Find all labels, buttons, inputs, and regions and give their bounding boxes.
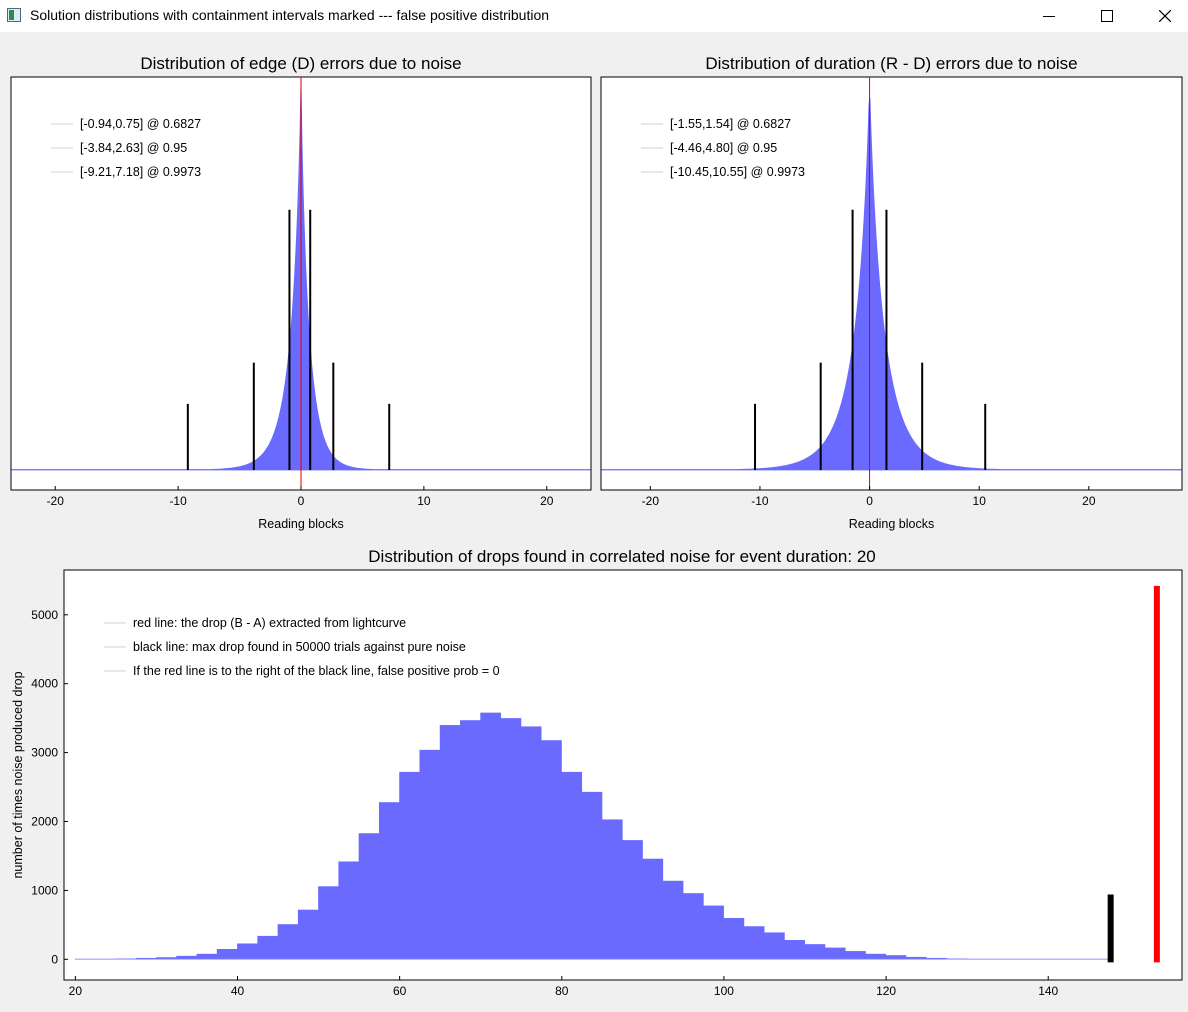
histogram-bar [358,833,380,960]
x-tick-label: 120 [876,984,896,998]
histogram-bar [622,840,643,960]
histogram-bar [318,886,339,960]
histogram-bar [662,880,684,960]
close-icon [1159,10,1171,22]
histogram-bar [561,771,583,960]
histogram-bar [520,726,542,960]
window-title: Solution distributions with containment … [30,7,550,23]
histogram-bar [500,718,522,960]
x-tick-label: -10 [169,494,187,508]
histogram-bar [297,909,319,960]
x-tick-label: 100 [714,984,734,998]
duration-error-chart: Distribution of duration (R - D) errors … [600,54,1183,531]
x-axis-label: Reading blocks [258,517,343,531]
maximize-icon [1101,10,1113,22]
histogram-bar [419,749,441,960]
legend-entry: red line: the drop (B - A) extracted fro… [133,616,406,630]
histogram-bar [216,948,238,960]
histogram-bar [905,956,927,960]
histogram-bar [176,955,197,960]
plots-area: Distribution of edge (D) errors due to n… [10,54,1183,998]
histogram-bar [885,955,907,960]
histogram-bar [784,940,806,960]
legend-entry: [-9.21,7.18] @ 0.9973 [80,165,201,179]
x-tick-label: 60 [393,984,407,998]
histogram-bar [541,740,562,960]
x-tick-label: 0 [298,494,305,508]
histogram-bar [156,957,177,960]
legend-entry: [-10.45,10.55] @ 0.9973 [670,165,805,179]
y-tick-label: 0 [51,952,58,966]
legend-entry: [-0.94,0.75] @ 0.6827 [80,117,201,131]
histogram-bar [824,947,846,960]
y-tick-label: 4000 [31,677,58,691]
y-tick-label: 1000 [31,883,58,897]
legend-entry: If the red line is to the right of the b… [133,664,500,678]
histogram-bar [581,791,603,960]
histogram-bar [196,953,218,960]
minimize-icon [1043,16,1055,17]
y-tick-label: 3000 [31,746,58,760]
x-tick-label: 10 [417,494,431,508]
histogram-bar [865,953,887,960]
histogram-bar [378,802,400,960]
chart-app-icon [7,8,21,22]
histogram-bar [338,861,360,960]
edge-error-chart: Distribution of edge (D) errors due to n… [10,54,592,531]
y-tick-label: 5000 [31,608,58,622]
histogram-bar [845,951,866,960]
x-axis-label: Reading blocks [849,517,934,531]
x-tick-label: -10 [751,494,769,508]
y-tick-label: 2000 [31,815,58,829]
histogram-bar [257,935,279,960]
histogram-bar [926,957,947,960]
histogram-bar [642,858,664,960]
legend-entry: [-1.55,1.54] @ 0.6827 [670,117,791,131]
chart-title: Distribution of drops found in correlate… [368,547,875,566]
x-tick-label: 20 [1082,494,1096,508]
x-tick-label: 0 [866,494,873,508]
histogram-bar [601,819,623,960]
x-tick-label: 40 [231,984,245,998]
histogram-bar [682,893,704,960]
chart-title: Distribution of edge (D) errors due to n… [140,54,461,73]
x-tick-label: -20 [47,494,65,508]
histogram-bar [135,957,157,960]
histogram-bar [723,917,745,960]
histogram-bar [439,725,461,960]
legend-entry: black line: max drop found in 50000 tria… [133,640,466,654]
x-tick-label: -20 [642,494,660,508]
close-button[interactable] [1136,0,1188,32]
x-tick-label: 20 [540,494,554,508]
minimize-button[interactable] [1020,0,1078,32]
histogram-bar [480,712,501,960]
histogram-bar [804,944,826,960]
histogram-bar [460,720,481,960]
false-positive-chart: Distribution of drops found in correlate… [11,547,1183,998]
histogram-bar [743,926,765,960]
maximize-button[interactable] [1078,0,1136,32]
x-tick-label: 140 [1038,984,1058,998]
x-tick-label: 20 [69,984,83,998]
histogram-bar [399,771,420,960]
error-histogram [601,98,1182,471]
histogram-bar [764,932,785,960]
title-bar: Solution distributions with containment … [0,0,1188,32]
histogram-bar [277,924,299,960]
legend-entry: [-3.84,2.63] @ 0.95 [80,141,187,155]
x-tick-label: 80 [555,984,569,998]
histogram-bar [237,943,258,960]
chart-title: Distribution of duration (R - D) errors … [705,54,1077,73]
histogram-bar [703,905,724,960]
x-tick-label: 10 [973,494,987,508]
y-axis-label: number of times noise produced drop [11,671,25,878]
legend-entry: [-4.46,4.80] @ 0.95 [670,141,777,155]
